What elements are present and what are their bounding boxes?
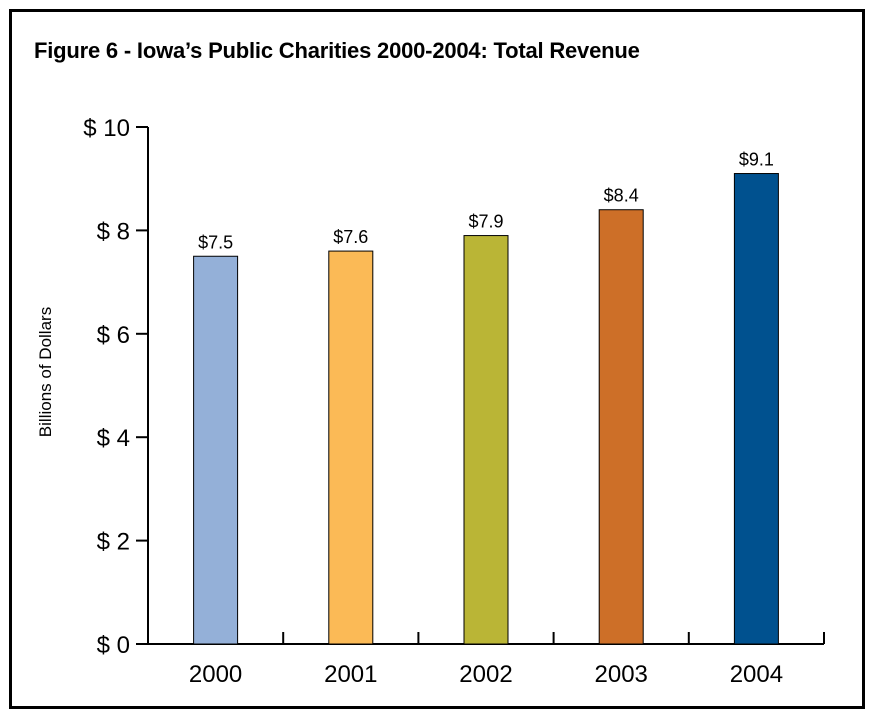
y-tick-label: $ 10	[83, 115, 130, 142]
bar-2003	[598, 209, 644, 645]
y-axis-label: Billions of Dollars	[36, 307, 55, 437]
bar-2004	[733, 173, 779, 645]
y-tick-label: $ 4	[97, 425, 130, 452]
chart-title: Figure 6 - Iowa’s Public Charities 2000-…	[34, 38, 640, 63]
bar-2000	[193, 255, 239, 645]
x-tick-label-2002: 2002	[459, 661, 512, 688]
data-label-2003: $8.4	[604, 186, 639, 206]
x-tick-label-2001: 2001	[324, 661, 377, 688]
x-tick-label-2004: 2004	[730, 661, 783, 688]
x-tick-label-2000: 2000	[189, 661, 242, 688]
y-tick-label: $ 0	[97, 632, 130, 659]
y-tick-label: $ 6	[97, 322, 130, 349]
x-tick-label-2003: 2003	[595, 661, 648, 688]
data-label-2000: $7.5	[198, 232, 233, 252]
y-tick-label: $ 8	[97, 218, 130, 245]
data-label-2004: $9.1	[739, 150, 774, 170]
data-label-2001: $7.6	[333, 227, 368, 247]
data-label-2002: $7.9	[468, 212, 503, 232]
chart-frame	[9, 9, 865, 709]
bar-2002	[463, 235, 509, 645]
y-tick-label: $ 2	[97, 529, 130, 556]
bar-2001	[328, 250, 374, 645]
